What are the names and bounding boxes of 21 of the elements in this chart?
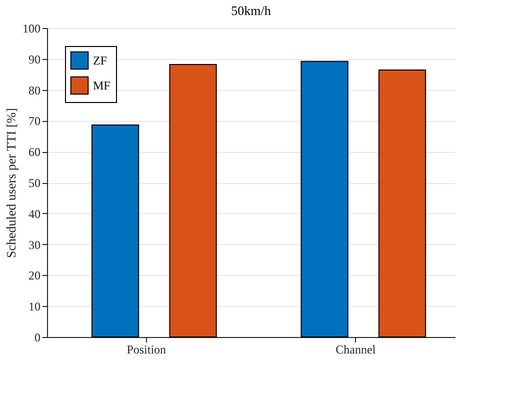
bar <box>378 70 426 338</box>
bar <box>169 64 217 338</box>
bar <box>300 60 348 338</box>
x-tick-label: Channel <box>336 342 376 356</box>
y-tick-label: 80 <box>28 83 40 98</box>
y-tick-label: 90 <box>28 52 40 66</box>
bar <box>91 124 140 338</box>
y-tick-label: 50 <box>28 176 40 190</box>
y-tick-label: 30 <box>28 238 40 252</box>
y-tick-label: 20 <box>28 268 40 283</box>
y-tick-label: 10 <box>28 300 40 314</box>
y-tick-label: 60 <box>28 145 40 160</box>
y-tick-label: 100 <box>22 22 40 36</box>
y-tick-label: 0 <box>34 330 40 344</box>
legend-label: ZF <box>93 54 108 68</box>
y-axis-title: Scheduled users per TTI [%] <box>4 108 18 258</box>
chart-title: 50km/h <box>231 3 272 18</box>
legend-label: MF <box>93 78 111 92</box>
x-tick-label: Position <box>126 342 166 356</box>
y-tick-label: 40 <box>28 206 40 221</box>
y-tick-label: 70 <box>28 114 40 128</box>
